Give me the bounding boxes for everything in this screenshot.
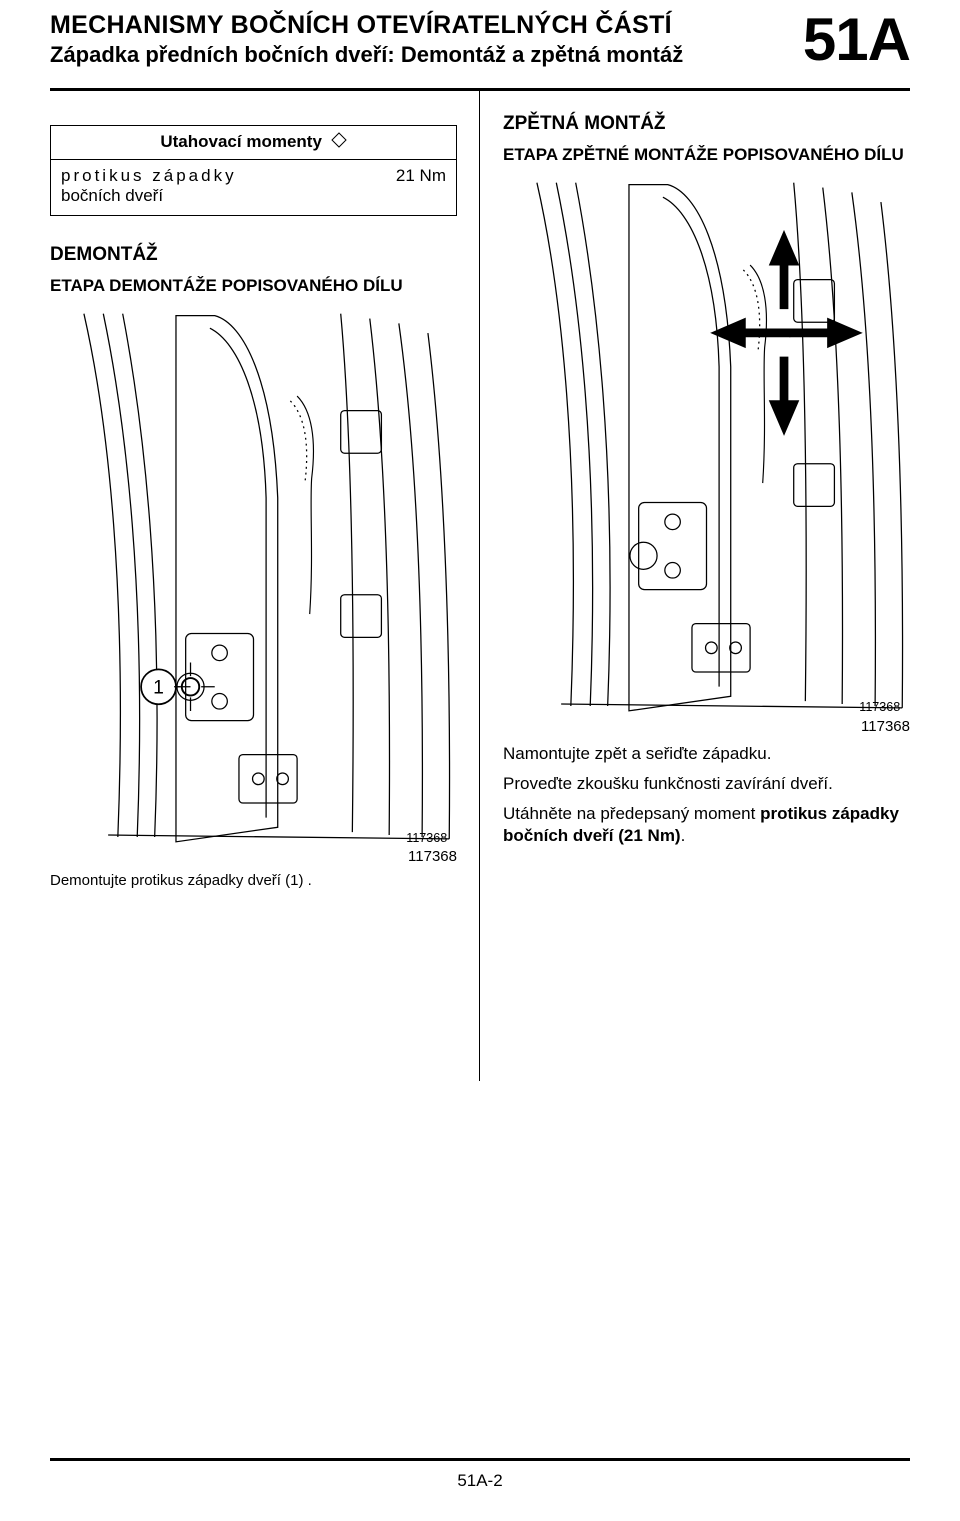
page: MECHANISMY BOČNÍCH OTEVÍRATELNÝCH ČÁSTÍ …	[0, 0, 960, 1521]
right-text-1: Namontujte zpět a seřiďte západku.	[503, 743, 910, 765]
torque-heading: Utahovací momenty	[51, 126, 456, 160]
torque-label: protikus západky bočních dveří	[61, 166, 396, 207]
left-column: Utahovací momenty protikus západky boční…	[50, 91, 457, 1081]
column-divider	[479, 91, 481, 1081]
footer-rule	[50, 1458, 910, 1461]
left-figure: 1 117368	[50, 304, 457, 847]
section-title: MECHANISMY BOČNÍCH OTEVÍRATELNÝCH ČÁSTÍ	[50, 10, 793, 41]
page-header: MECHANISMY BOČNÍCH OTEVÍRATELNÝCH ČÁSTÍ …	[50, 10, 910, 70]
chapter-number: 51A	[793, 10, 910, 70]
right-section-heading: ZPĚTNÁ MONTÁŽ	[503, 113, 910, 135]
left-caption-text: Demontujte protikus západky dveří (1) .	[50, 872, 312, 889]
torque-table: Utahovací momenty protikus západky boční…	[50, 125, 457, 216]
right-text-2: Proveďte zkoušku funkčnosti zavírání dve…	[503, 773, 910, 795]
left-subsection-heading: ETAPA DEMONTÁŽE POPISOVANÉHO DÍLU	[50, 276, 457, 296]
right-figure-number: 117368	[503, 718, 910, 735]
left-figure-number: 117368	[50, 848, 457, 865]
torque-value: 21 Nm	[396, 166, 446, 207]
torque-row: protikus západky bočních dveří 21 Nm	[51, 160, 456, 215]
right-text-3-post: .	[681, 826, 686, 845]
torque-label-line2: bočních dveří	[61, 186, 163, 205]
diamond-icon	[331, 132, 347, 153]
svg-text:117368: 117368	[406, 831, 447, 845]
left-figure-caption: Demontujte protikus západky dveří (1) .	[50, 871, 457, 891]
reassembly-diagram: 117368	[503, 173, 910, 716]
callout-1-text: 1	[153, 676, 164, 698]
header-text: MECHANISMY BOČNÍCH OTEVÍRATELNÝCH ČÁSTÍ …	[50, 10, 793, 69]
disassembly-diagram: 1 117368	[50, 304, 457, 847]
right-text-3: Utáhněte na předepsaný moment protikus z…	[503, 803, 910, 847]
svg-text:117368: 117368	[859, 700, 900, 714]
right-subsection-heading: ETAPA ZPĚTNÉ MONTÁŽE POPISOVANÉHO DÍLU	[503, 145, 910, 165]
right-column: ZPĚTNÁ MONTÁŽ ETAPA ZPĚTNÉ MONTÁŽE POPIS…	[503, 91, 910, 1081]
left-section-heading: DEMONTÁŽ	[50, 244, 457, 266]
torque-label-line1: protikus západky	[61, 166, 237, 185]
page-number: 51A-2	[0, 1471, 960, 1491]
section-subtitle: Západka předních bočních dveří: Demontáž…	[50, 41, 793, 69]
content-columns: Utahovací momenty protikus západky boční…	[50, 91, 910, 1081]
right-text-3-pre: Utáhněte na předepsaný moment	[503, 804, 760, 823]
torque-heading-text: Utahovací momenty	[160, 132, 322, 151]
right-figure: 117368	[503, 173, 910, 716]
